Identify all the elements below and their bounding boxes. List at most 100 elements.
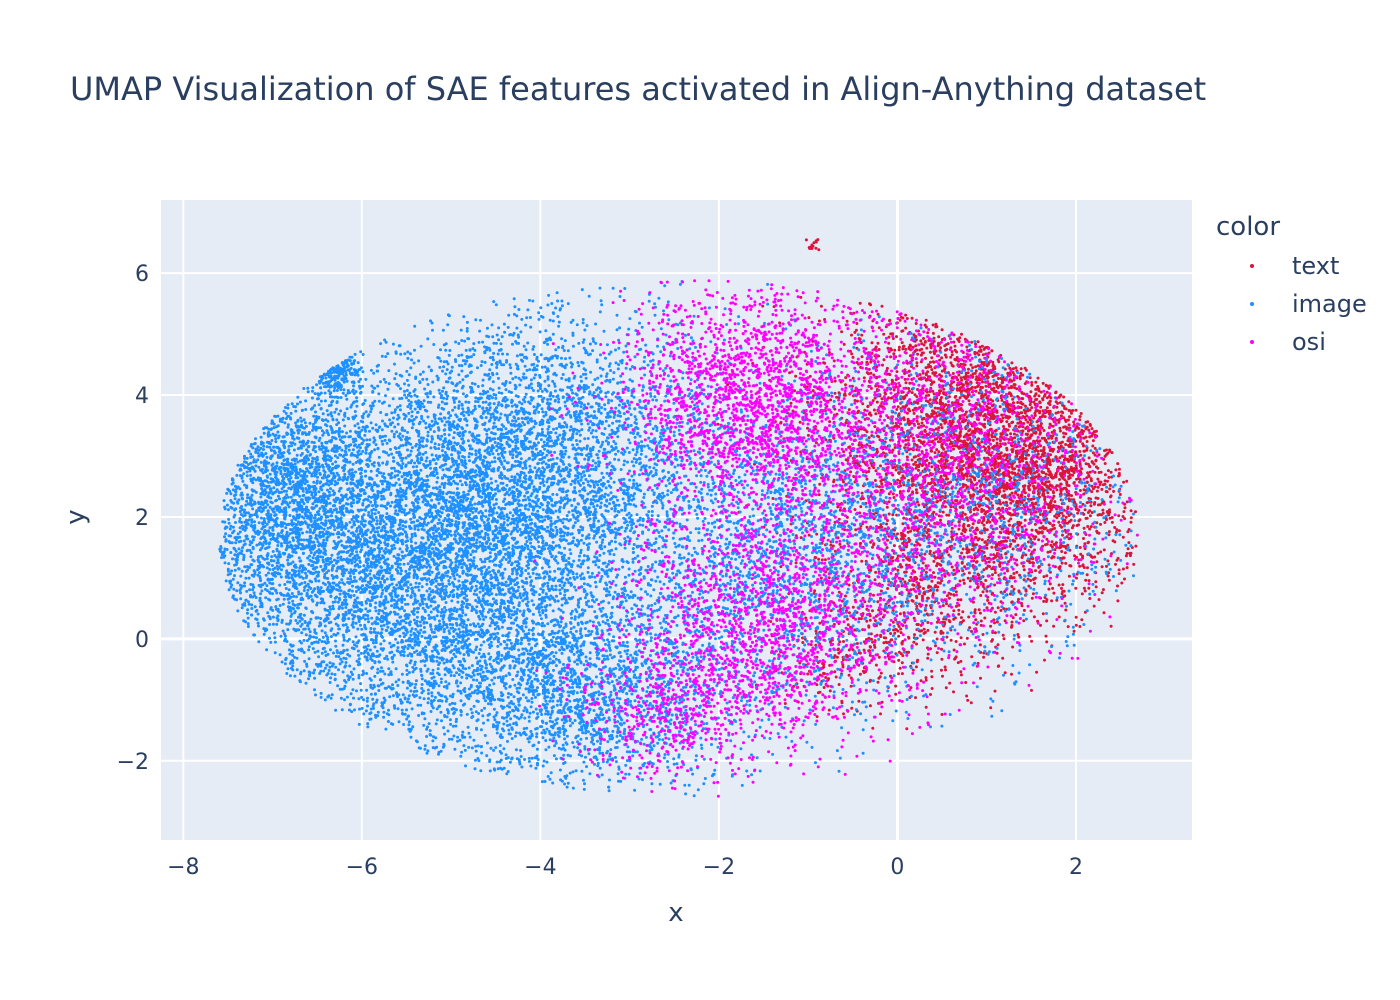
scatter-point [1007,422,1011,426]
scatter-point [981,353,985,357]
scatter-point [894,684,898,688]
scatter-point [929,360,932,364]
scatter-point [950,565,954,569]
scatter-point [982,445,986,449]
scatter-point [933,575,937,579]
scatter-point [924,318,928,322]
scatter-point [999,531,1003,535]
scatter-point [1027,429,1031,433]
scatter-point [1024,457,1027,460]
scatter-point [958,434,962,438]
scatter-point [952,690,955,694]
scatter-point [945,477,948,481]
scatter-point [1078,450,1082,453]
scatter-point [832,480,836,484]
scatter-point [917,468,920,472]
scatter-point [1050,599,1054,603]
scatter-point [990,639,994,643]
scatter-point [959,673,963,677]
scatter-point [817,248,821,252]
scatter-point [1085,448,1089,452]
scatter-point [1089,525,1093,529]
scatter-point [918,585,922,589]
scatter-point [964,410,968,414]
scatter-point [1082,586,1086,590]
scatter-point [943,574,947,578]
scatter-point [789,401,793,405]
scatter-point [1091,439,1095,443]
scatter-point [811,389,815,393]
scatter-point [1103,473,1107,477]
scatter-point [1103,449,1106,453]
scatter-point [962,578,965,582]
scatter-point [1034,535,1038,539]
scatter-point [892,388,896,392]
scatter-point [927,393,931,397]
scatter-point [873,425,877,429]
scatter-point [948,620,952,624]
scatter-point [985,566,989,570]
scatter-point [1056,465,1060,469]
scatter-point [801,641,805,644]
scatter-point [957,527,961,531]
scatter-point [890,348,893,352]
scatter-point [1058,478,1061,481]
scatter-point [951,420,955,424]
scatter-point [967,399,971,403]
scatter-point [1015,558,1018,562]
scatter-point [1059,482,1063,486]
scatter-point [479,364,483,367]
scatter-point [928,549,932,553]
scatter-point [1028,403,1032,407]
scatter-point [970,453,974,457]
scatter-point [989,415,993,419]
scatter-point [903,446,907,450]
scatter-point [944,343,948,347]
scatter-point [1094,496,1098,500]
scatter-point [989,706,993,710]
scatter-point [851,376,855,380]
scatter-point [872,543,876,547]
scatter-point [867,466,871,470]
scatter-point [887,335,891,339]
scatter-point [1117,514,1121,518]
scatter-point [914,344,918,348]
scatter-point [960,332,963,336]
scatter-point [567,455,571,459]
scatter-point [1041,612,1045,616]
scatter-point [993,571,997,575]
scatter-point [1092,462,1096,466]
scatter-point [942,408,946,412]
scatter-point [957,612,961,616]
scatter-point [899,631,903,635]
scatter-point [1011,450,1014,454]
scatter-point [1071,524,1075,528]
scatter-point [991,504,994,508]
scatter-point [912,640,916,644]
scatter-point [1045,502,1049,506]
scatter-point [965,636,969,640]
scatter-point [982,469,986,473]
scatter-point [478,540,482,544]
scatter-point [936,585,940,589]
scatter-point [926,400,930,404]
scatter-point [1125,500,1129,504]
scatter-point [957,608,961,612]
scatter-point [971,475,975,479]
scatter-point [1067,475,1071,479]
scatter-point [880,397,884,401]
scatter-point [867,412,871,416]
scatter-point [1052,624,1056,628]
scatter-point [989,624,993,628]
scatter-point [905,727,909,731]
scatter-point [845,617,849,621]
scatter-point [878,675,882,679]
scatter-point [913,570,917,574]
scatter-point [979,594,983,597]
scatter-point [1067,408,1071,412]
scatter-point [1042,436,1046,440]
scatter-point [917,503,921,507]
scatter-point [872,593,875,597]
scatter-point [944,668,947,672]
scatter-point [850,352,854,356]
